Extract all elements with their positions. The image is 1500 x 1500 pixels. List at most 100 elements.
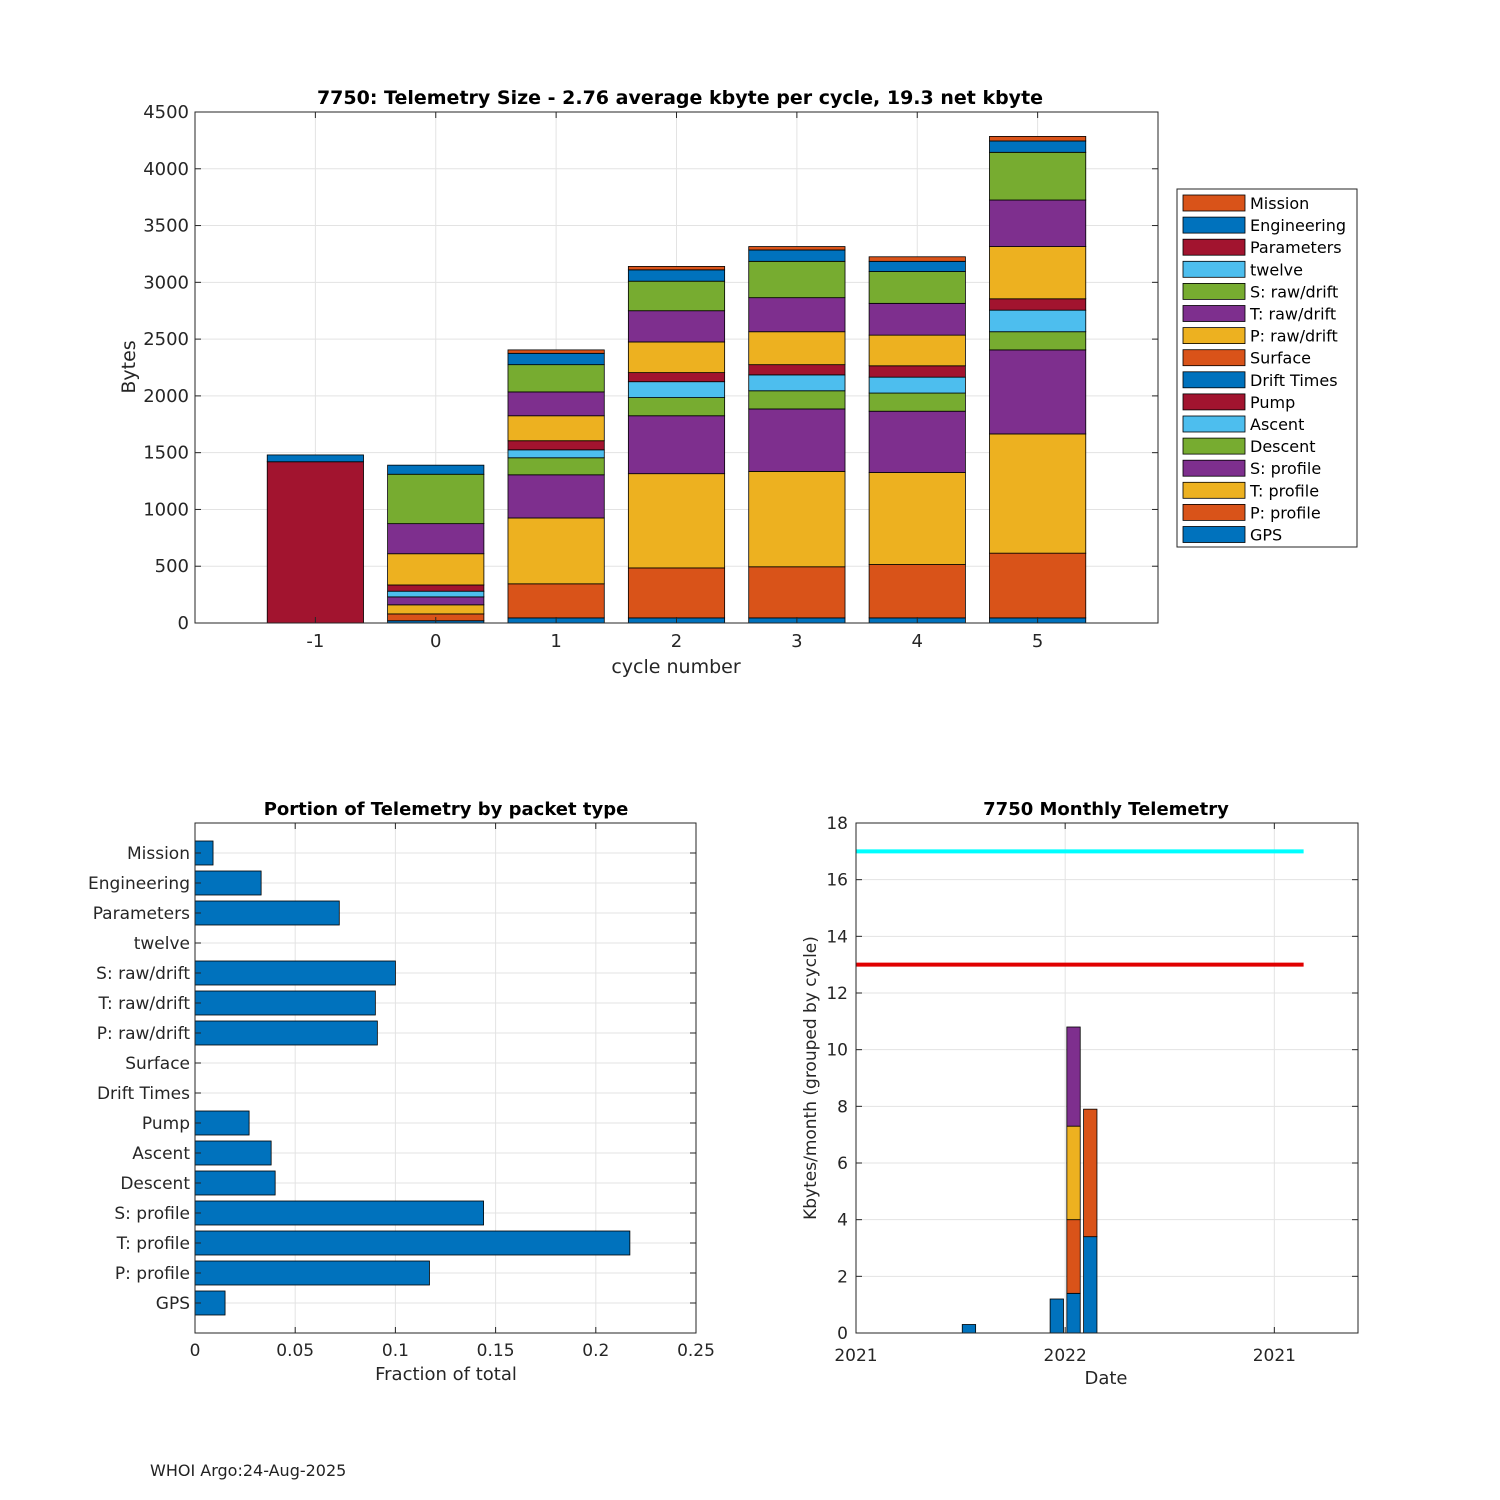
legend-label-drift-times: Drift Times xyxy=(1250,371,1338,390)
bar-segment-ascent xyxy=(748,374,846,392)
portion-bar-engineering xyxy=(194,870,262,896)
bar-segment-s-raw-drift xyxy=(868,271,966,304)
bar-segment-ascent xyxy=(989,309,1087,333)
y-tick-label-mission: Mission xyxy=(127,844,190,864)
y-tick-label: 8 xyxy=(837,1097,848,1117)
x-tick-label: -1 xyxy=(306,631,324,652)
bar-segment-pump xyxy=(387,584,485,592)
portion-bar-t-profile xyxy=(194,1230,631,1256)
y-tick-label: 1500 xyxy=(143,443,189,464)
bar-segment-s-profile xyxy=(387,596,485,606)
bar-segment-t-raw-drift xyxy=(989,199,1087,247)
bar-segment-p-raw-drift xyxy=(748,331,846,366)
x-tick-label: 0.15 xyxy=(477,1341,515,1361)
y-tick-label: 10 xyxy=(826,1041,848,1061)
x-tick-label: 0 xyxy=(190,1341,201,1361)
legend-label-pump: Pump xyxy=(1250,393,1295,412)
bar-segment-descent xyxy=(989,331,1087,351)
y-tick-label: 2000 xyxy=(143,386,189,407)
legend-swatch-s-profile xyxy=(1182,459,1246,477)
bar-segment-t-profile xyxy=(507,517,605,585)
bar-segment-s-profile xyxy=(507,474,605,519)
x-tick-label: 1 xyxy=(550,631,561,652)
x-tick-label: 2021 xyxy=(834,1346,877,1366)
bar-segment-t-raw-drift xyxy=(387,523,485,555)
y-tick-label-s-profile: S: profile xyxy=(114,1204,190,1224)
stacked-chart-bars xyxy=(266,136,1087,624)
bar-segment-engineering xyxy=(627,269,726,282)
y-tick-label-p-raw-drift: P: raw/drift xyxy=(97,1024,191,1044)
stacked-chart-legend: Mission Engineering Parameters twelve S: raw… xyxy=(1176,188,1358,548)
portion-chart-title: Portion of Telemetry by packet type xyxy=(264,799,629,820)
monthly-bar-1-segment-0 xyxy=(1049,1298,1064,1334)
bar-segment-pump xyxy=(868,365,966,378)
y-tick-label: 2 xyxy=(837,1267,848,1287)
y-tick-label-pump: Pump xyxy=(142,1114,190,1134)
portion-chart-ticks: 0 0.05 0.1 0.15 0.2 0.25 GPS P: profile T: profi… xyxy=(88,823,715,1361)
x-tick-label: 2021 xyxy=(1253,1346,1296,1366)
bar-segment-p-profile xyxy=(868,564,966,619)
portion-bar-s-profile xyxy=(194,1200,484,1226)
legend-label-surface: Surface xyxy=(1250,349,1311,368)
x-tick-label: 2 xyxy=(671,631,682,652)
y-tick-label-engineering: Engineering xyxy=(88,874,190,894)
bar-segment-p-raw-drift xyxy=(868,334,966,367)
x-tick-label: 3 xyxy=(791,631,802,652)
monthly-bar-2-segment-0 xyxy=(1066,1292,1081,1334)
y-tick-label-t-profile: T: profile xyxy=(116,1234,190,1254)
y-tick-label: 3500 xyxy=(143,216,189,237)
bar-segment-pump xyxy=(627,372,726,383)
bar-segment-p-raw-drift xyxy=(507,415,605,442)
bar-segment-ascent xyxy=(387,590,485,598)
y-tick-label: 18 xyxy=(826,814,848,834)
y-tick-label: 4500 xyxy=(143,102,189,123)
y-tick-label-gps: GPS xyxy=(156,1294,190,1314)
footer-text: WHOI Argo:24-Aug-2025 xyxy=(150,1461,347,1480)
bar-segment-mission xyxy=(868,256,966,262)
bar-segment-s-profile xyxy=(627,415,726,475)
y-tick-label: 500 xyxy=(155,556,189,577)
bar-segment-ascent xyxy=(627,381,726,398)
x-tick-label: 5 xyxy=(1032,631,1043,652)
legend-swatch-parameters xyxy=(1182,238,1246,256)
bar-segment-ascent xyxy=(868,376,966,394)
bar-segment-p-raw-drift xyxy=(627,341,726,374)
legend-label-p-raw-drift: P: raw/drift xyxy=(1250,327,1338,346)
bar-segment-s-raw-drift xyxy=(748,260,846,299)
legend-swatch-t-raw-drift xyxy=(1182,305,1246,322)
monthly-chart-grid xyxy=(855,822,1358,1334)
bar-segment-descent xyxy=(627,397,726,417)
bar-segment-t-profile xyxy=(868,472,966,565)
portion-chart-bars xyxy=(194,840,631,1316)
y-tick-label: 4000 xyxy=(143,159,189,180)
portion-chart: 0 0.05 0.1 0.15 0.2 0.25 GPS P: profile T: profi… xyxy=(88,799,715,1385)
bar-segment-p-profile xyxy=(507,583,605,619)
bar-segment-s-profile xyxy=(748,408,846,472)
bar-segment-t-profile xyxy=(387,604,485,615)
bar-segment-t-profile xyxy=(989,433,1087,554)
legend-label-gps: GPS xyxy=(1250,526,1282,545)
x-tick-label: 0.2 xyxy=(582,1341,609,1361)
y-tick-label: 14 xyxy=(826,927,848,947)
y-tick-label-p-profile: P: profile xyxy=(115,1264,190,1284)
legend-swatch-pump xyxy=(1182,393,1246,411)
monthly-bar-2-segment-3 xyxy=(1066,1026,1081,1127)
y-tick-label: 16 xyxy=(826,871,848,891)
legend-label-s-profile: S: profile xyxy=(1250,459,1321,478)
bar-segment-t-raw-drift xyxy=(868,302,966,336)
y-tick-label-surface: Surface xyxy=(125,1054,190,1074)
monthly-bar-3-segment-1 xyxy=(1083,1108,1098,1238)
y-tick-label: 3000 xyxy=(143,272,189,293)
bar-segment-pump xyxy=(989,298,1087,311)
bar-segment-mission xyxy=(507,349,605,354)
legend-swatch-mission xyxy=(1182,194,1246,212)
bar-segment-engineering xyxy=(266,454,364,463)
bar-segment-engineering xyxy=(989,140,1087,153)
bar-segment-t-raw-drift xyxy=(748,297,846,333)
bar-segment-s-raw-drift xyxy=(387,473,485,525)
bar-segment-t-profile xyxy=(748,471,846,568)
legend-swatch-ascent xyxy=(1182,415,1246,433)
legend-swatch-p-raw-drift xyxy=(1182,327,1246,345)
stacked-chart-ylabel: Bytes xyxy=(118,340,140,393)
y-tick-label: 2500 xyxy=(143,329,189,350)
